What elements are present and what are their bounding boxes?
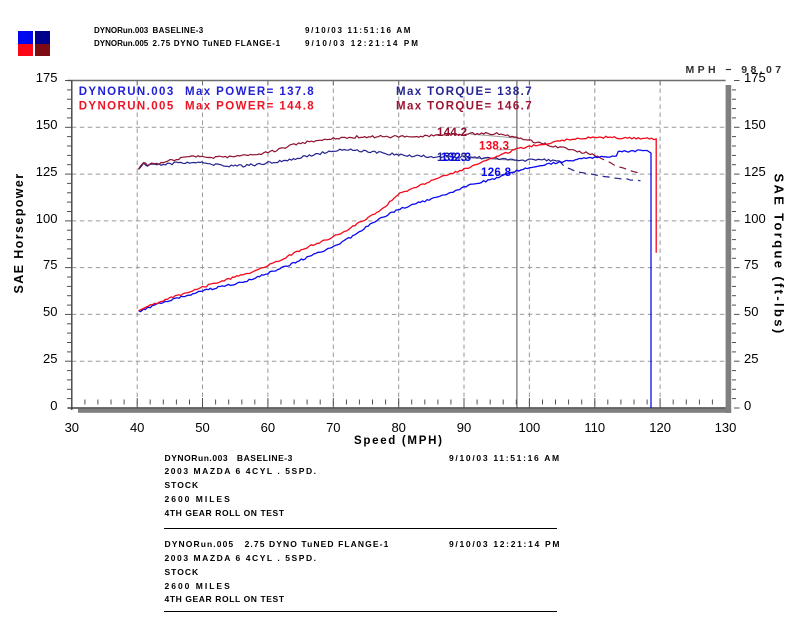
svg-text:144.2: 144.2 — [437, 127, 467, 139]
svg-text:Max TORQUE= 138.7: Max TORQUE= 138.7 — [396, 86, 533, 98]
svg-text:138.3: 138.3 — [479, 141, 509, 153]
svg-text:Max POWER= 144.8: Max POWER= 144.8 — [185, 100, 315, 112]
svg-text:132.3: 132.3 — [441, 152, 471, 164]
svg-text:DYNORUN.005: DYNORUN.005 — [79, 100, 175, 112]
svg-text:Max TORQUE= 146.7: Max TORQUE= 146.7 — [396, 100, 533, 112]
svg-text:132.3: 132.3 — [437, 152, 467, 164]
svg-text:Max POWER= 137.8: Max POWER= 137.8 — [185, 86, 315, 98]
svg-text:DYNORUN.003: DYNORUN.003 — [79, 86, 175, 98]
svg-text:126.8: 126.8 — [481, 167, 512, 179]
